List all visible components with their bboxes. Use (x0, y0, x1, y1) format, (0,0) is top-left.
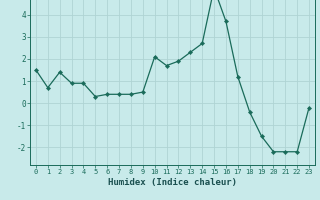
X-axis label: Humidex (Indice chaleur): Humidex (Indice chaleur) (108, 178, 237, 187)
